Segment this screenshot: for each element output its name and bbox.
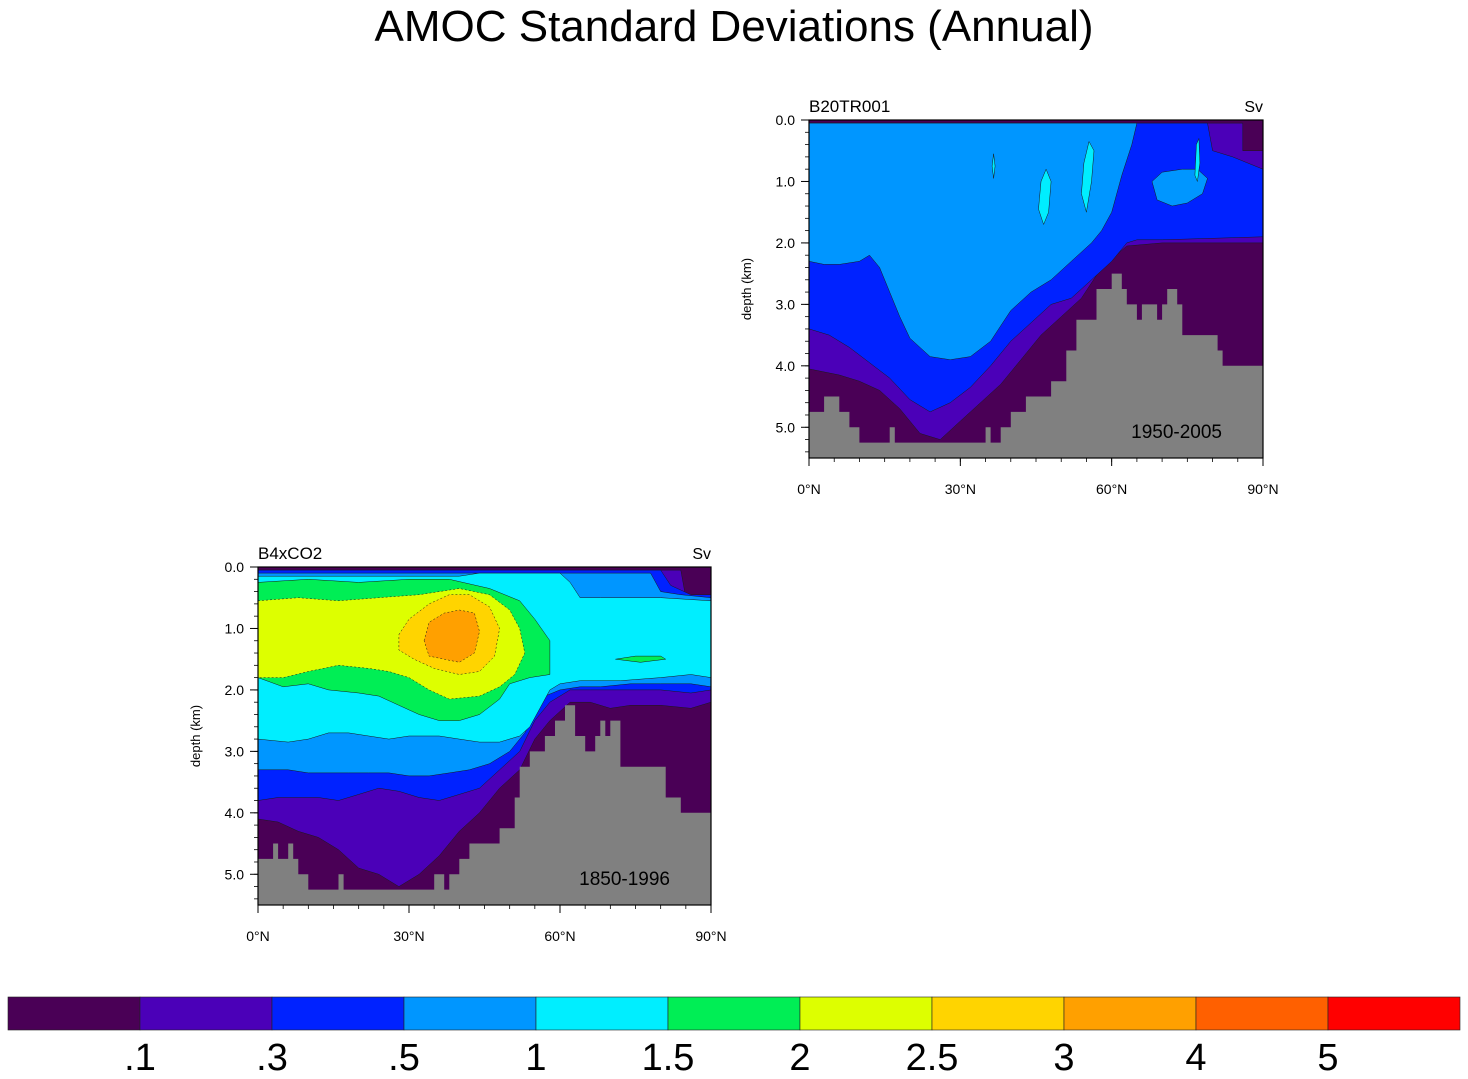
contour-region-level-5 bbox=[615, 655, 667, 663]
y-axis-label: depth (km) bbox=[188, 705, 203, 767]
plot-panel-b4xco2: 0.0 1.0 2.0 3.0 4.0 5.0 0°N 30°N 60°N 90°N depth (… bbox=[188, 544, 727, 944]
colorbar-tick-label: .3 bbox=[256, 1037, 288, 1079]
contour-region-level-4 bbox=[1194, 138, 1201, 183]
colorbar-tick-label: 3 bbox=[1053, 1037, 1074, 1079]
colorbar-swatch bbox=[271, 996, 405, 1031]
y-tick-label: 2.0 bbox=[225, 682, 245, 698]
x-tick-label: 30°N bbox=[393, 928, 424, 944]
contour-region-level-3 bbox=[1151, 168, 1208, 207]
colorbar-tick-label: .1 bbox=[124, 1037, 156, 1079]
colorbar-tick-label: 2.5 bbox=[906, 1037, 959, 1079]
colorbar-swatch bbox=[667, 996, 801, 1031]
colorbar-swatch bbox=[1327, 996, 1461, 1031]
colorbar-swatch bbox=[1195, 996, 1329, 1031]
colorbar-tick-label: 1.5 bbox=[642, 1037, 695, 1079]
contour-field bbox=[258, 567, 711, 905]
bathymetry-mask bbox=[809, 273, 1263, 458]
colorbar: .1 .3 .5 1 1.5 2 2.5 3 4 5 bbox=[7, 996, 1461, 1079]
figure-title: AMOC Standard Deviations (Annual) bbox=[374, 2, 1094, 51]
units-label: Sv bbox=[692, 546, 711, 563]
y-tick-label: 3.0 bbox=[225, 743, 245, 759]
y-tick-label: 0.0 bbox=[225, 559, 245, 575]
x-tick-label: 30°N bbox=[945, 481, 976, 497]
colorbar-swatch bbox=[799, 996, 933, 1031]
x-tick-label: 60°N bbox=[1096, 481, 1127, 497]
bathymetry-mask bbox=[258, 705, 711, 905]
x-tick-label: 0°N bbox=[246, 928, 270, 944]
contour-region-level-4 bbox=[1038, 168, 1052, 226]
y-axis-label: depth (km) bbox=[739, 258, 754, 320]
colorbar-tick-label: .5 bbox=[388, 1037, 420, 1079]
x-tick-label: 0°N bbox=[797, 481, 821, 497]
y-tick-label: 1.0 bbox=[225, 620, 245, 636]
period-label: 1950-2005 bbox=[1131, 422, 1222, 443]
colorbar-swatch bbox=[7, 996, 141, 1031]
x-tick-label: 90°N bbox=[695, 928, 726, 944]
colorbar-tick-label: 1 bbox=[525, 1037, 546, 1079]
x-tick-label: 90°N bbox=[1247, 481, 1278, 497]
units-label: Sv bbox=[1244, 99, 1263, 116]
y-tick-label: 1.0 bbox=[776, 173, 796, 189]
y-tick-label: 4.0 bbox=[225, 805, 245, 821]
colorbar-swatch bbox=[1063, 996, 1197, 1031]
contour-region-level-3 bbox=[809, 122, 1138, 360]
y-tick-label: 4.0 bbox=[776, 358, 796, 374]
y-tick-label: 3.0 bbox=[776, 296, 796, 312]
colorbar-swatch bbox=[139, 996, 273, 1031]
panel-label: B4xCO2 bbox=[258, 544, 322, 563]
y-tick-label: 0.0 bbox=[776, 112, 796, 128]
contour-field bbox=[809, 120, 1263, 458]
y-tick-label: 5.0 bbox=[776, 419, 796, 435]
colorbar-tick-label: 5 bbox=[1317, 1037, 1338, 1079]
panel-label: B20TR001 bbox=[809, 97, 890, 116]
y-tick-label: 2.0 bbox=[776, 235, 796, 251]
colorbar-swatch bbox=[403, 996, 537, 1031]
contour-region-level-4 bbox=[1081, 140, 1095, 213]
period-label: 1850-1996 bbox=[579, 869, 670, 890]
colorbar-swatch bbox=[931, 996, 1065, 1031]
y-tick-label: 5.0 bbox=[225, 866, 245, 882]
colorbar-swatch bbox=[535, 996, 669, 1031]
x-tick-label: 60°N bbox=[544, 928, 575, 944]
colorbar-tick-label: 2 bbox=[789, 1037, 810, 1079]
plot-panel-b20tr001: 0.0 1.0 2.0 3.0 4.0 5.0 0°N 30°N 60°N 90°N depth (… bbox=[739, 97, 1279, 497]
contour-region-level-4 bbox=[991, 153, 996, 179]
colorbar-tick-label: 4 bbox=[1185, 1037, 1206, 1079]
contour-region-level-8 bbox=[423, 609, 480, 663]
